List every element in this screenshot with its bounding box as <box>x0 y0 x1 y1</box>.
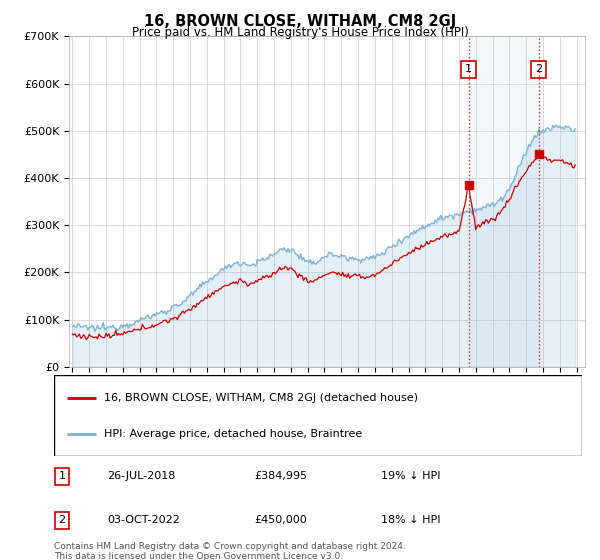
Text: HPI: Average price, detached house, Braintree: HPI: Average price, detached house, Brai… <box>104 428 362 438</box>
Text: Contains HM Land Registry data © Crown copyright and database right 2024.
This d: Contains HM Land Registry data © Crown c… <box>54 542 406 560</box>
Text: Price paid vs. HM Land Registry's House Price Index (HPI): Price paid vs. HM Land Registry's House … <box>131 26 469 39</box>
Text: 19% ↓ HPI: 19% ↓ HPI <box>382 472 441 482</box>
Text: 03-OCT-2022: 03-OCT-2022 <box>107 515 179 525</box>
Text: 1: 1 <box>465 64 472 74</box>
Text: 26-JUL-2018: 26-JUL-2018 <box>107 472 175 482</box>
Text: 1: 1 <box>58 472 65 482</box>
Text: £450,000: £450,000 <box>254 515 307 525</box>
Text: 16, BROWN CLOSE, WITHAM, CM8 2GJ: 16, BROWN CLOSE, WITHAM, CM8 2GJ <box>144 14 456 29</box>
Text: 2: 2 <box>535 64 542 74</box>
Text: £384,995: £384,995 <box>254 472 308 482</box>
Text: 2: 2 <box>58 515 65 525</box>
Bar <box>469 36 539 367</box>
Text: 18% ↓ HPI: 18% ↓ HPI <box>382 515 441 525</box>
Text: 16, BROWN CLOSE, WITHAM, CM8 2GJ (detached house): 16, BROWN CLOSE, WITHAM, CM8 2GJ (detach… <box>104 393 418 403</box>
FancyBboxPatch shape <box>54 375 582 456</box>
